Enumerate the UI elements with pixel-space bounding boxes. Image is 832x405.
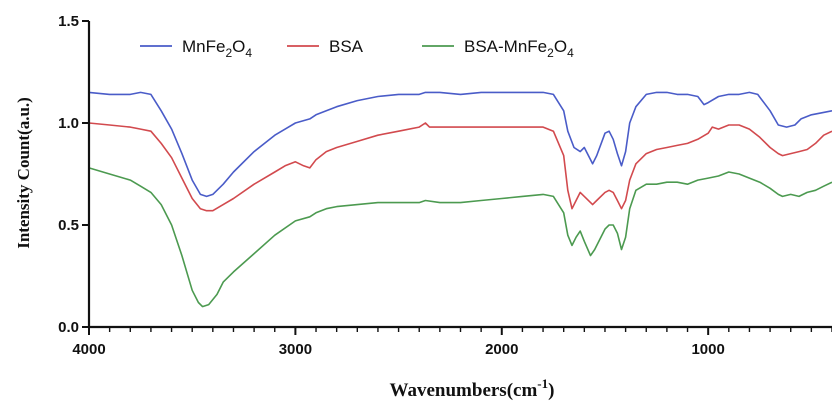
x-tick-label: 4000 (72, 341, 105, 358)
x-tick-label: 3000 (279, 341, 312, 358)
x-tick-label: 2000 (485, 341, 518, 358)
legend: MnFe2O4 BSA BSA-MnFe2O4 (140, 37, 574, 60)
y-tick-labels: 0.0 0.5 1.0 1.5 (58, 13, 79, 336)
legend-label-2: BSA (329, 37, 364, 56)
x-axis-title-close: ) (548, 380, 554, 401)
y-tick-label: 0.5 (58, 217, 79, 234)
axes (87, 21, 832, 329)
legend-label-3: BSA-MnFe2O4 (464, 37, 574, 60)
legend-label-1: MnFe2O4 (182, 37, 252, 60)
x-axis-title-sup: -1 (537, 376, 548, 391)
y-tick-label: 1.0 (58, 115, 79, 132)
plot-lines (88, 91, 832, 308)
series-line-1 (88, 91, 832, 198)
series-line-2 (88, 122, 832, 212)
y-axis-title: Intensity Count(a.u.) (14, 97, 33, 249)
x-tick-labels: 4000 3000 2000 1000 (72, 341, 725, 358)
y-tick-label: 1.5 (58, 13, 79, 30)
series-line-3 (88, 167, 832, 308)
axis-frame (87, 21, 832, 329)
x-axis-title-main: Wavenumbers(cm (390, 380, 538, 401)
x-axis-title: Wavenumbers(cm-1) (390, 376, 555, 401)
y-tick-label: 0.0 (58, 319, 79, 336)
major-ticks (82, 20, 710, 335)
x-tick-label: 1000 (691, 341, 724, 358)
